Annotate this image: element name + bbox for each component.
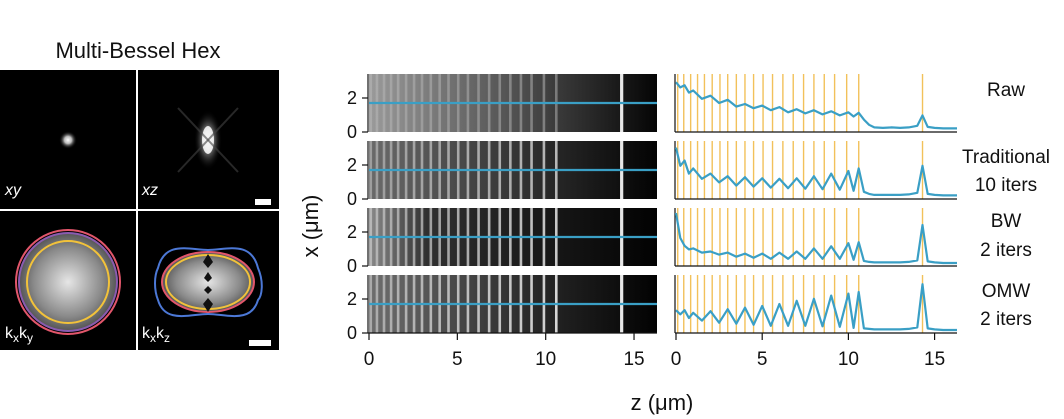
row-label-omw: OMW (982, 281, 1031, 302)
scale-bar-bottom (249, 340, 271, 346)
row-label-bw-iters: 2 iters (980, 240, 1032, 261)
xy-label: xy (4, 182, 22, 199)
profile-plots (674, 74, 957, 334)
profile-plot-1 (674, 74, 957, 133)
otf-circle-red (15, 229, 121, 335)
panel-title: Multi-Bessel Hex (55, 38, 220, 63)
xy-psf-spot (59, 131, 77, 149)
profile-series (674, 212, 957, 265)
y-tick-label: 0 (347, 323, 357, 343)
x-tick-label: 0 (671, 349, 682, 370)
image-strip-2: 20 (347, 141, 657, 209)
profile-series (675, 283, 957, 332)
image-strip-1: 20 (347, 74, 657, 142)
profile-plot-3 (674, 208, 957, 267)
row-label-traditional-iters: 10 iters (975, 175, 1037, 196)
kxkz-label: kxkz (142, 325, 170, 345)
row-label-bw: BW (991, 211, 1022, 232)
image-strip-4: 20 (347, 275, 657, 343)
y-tick-label: 2 (347, 222, 357, 242)
x-tick-label: 5 (452, 349, 463, 370)
x-axis-ticks: 0 5 10 15 0 5 10 15 (364, 332, 945, 370)
y-axis-label: x (μm) (298, 195, 323, 258)
y-tick-label: 2 (347, 88, 357, 108)
profile-plot-4 (674, 275, 957, 334)
psf-grid: xy xz kxky kxkz (0, 70, 279, 350)
x-tick-label: 10 (838, 349, 859, 370)
row-label-raw: Raw (987, 80, 1025, 101)
row-label-omw-iters: 2 iters (980, 309, 1032, 330)
y-tick-label: 2 (347, 289, 357, 309)
kxky-label: kxky (5, 325, 33, 345)
image-strip-3: 20 (347, 208, 657, 276)
profile-plot-2 (674, 141, 957, 200)
y-tick-label: 2 (347, 155, 357, 175)
xz-label: xz (141, 182, 158, 199)
otf-circle-purple (18, 232, 118, 332)
profile-series (674, 147, 957, 197)
x-tick-label: 0 (364, 349, 375, 370)
x-tick-label: 15 (623, 349, 644, 370)
otf-lobe-blue (154, 247, 263, 318)
scale-bar-top (255, 199, 271, 205)
x-tick-label: 15 (924, 349, 945, 370)
x-axis-label: z (μm) (631, 390, 694, 415)
otf-circle-yellow (26, 240, 110, 324)
x-tick-label: 5 (757, 349, 768, 370)
y-tick-label: 0 (347, 122, 357, 142)
y-tick-label: 0 (347, 189, 357, 209)
y-tick-label: 0 (347, 256, 357, 276)
profile-series (675, 81, 957, 130)
otf-missing-cone (203, 254, 213, 312)
row-labels: Raw Traditional 10 iters BW 2 iters OMW … (962, 80, 1050, 330)
x-tick-label: 10 (535, 349, 556, 370)
row-label-traditional: Traditional (962, 147, 1050, 168)
